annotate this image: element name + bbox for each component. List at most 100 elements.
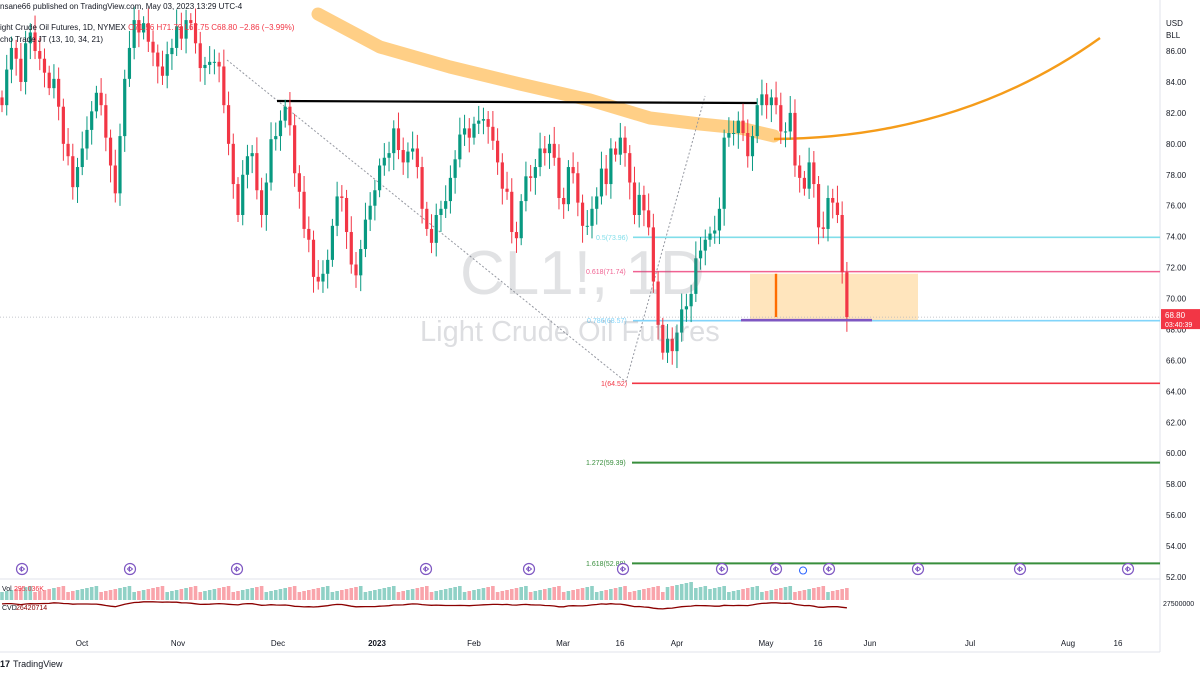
volume-bar bbox=[557, 586, 561, 600]
volume-bar bbox=[273, 590, 278, 600]
candle-body bbox=[590, 208, 594, 226]
symbol-legend[interactable]: ight Crude Oil Futures, 1D, NYMEX O71.56… bbox=[0, 23, 294, 32]
time-tick-label: Dec bbox=[271, 639, 285, 648]
volume-bar bbox=[462, 592, 467, 600]
candle-body bbox=[689, 293, 693, 307]
bar-countdown-label: 03:40:39 bbox=[1165, 322, 1192, 329]
candle-body bbox=[793, 112, 797, 166]
volume-bar bbox=[783, 587, 788, 600]
candle-body bbox=[717, 208, 722, 231]
cvd-line bbox=[1, 601, 847, 610]
volume-bar bbox=[340, 590, 344, 600]
volume-bar bbox=[774, 589, 778, 600]
price-tick-label: 74.00 bbox=[1166, 233, 1187, 242]
volume-bar bbox=[665, 587, 670, 600]
volume-bar bbox=[807, 589, 811, 600]
volume-bar bbox=[840, 589, 844, 600]
volume-bar bbox=[155, 587, 160, 600]
volume-bar bbox=[85, 588, 89, 600]
candle-body bbox=[193, 23, 198, 44]
candle-body bbox=[623, 137, 627, 154]
candle-body bbox=[647, 210, 651, 228]
volume-bar bbox=[236, 591, 240, 600]
candle-body bbox=[519, 201, 523, 239]
candle-body bbox=[571, 167, 575, 174]
candle-body bbox=[580, 202, 585, 226]
volume-bar bbox=[448, 588, 453, 600]
volume-bar bbox=[189, 587, 193, 600]
candle-body bbox=[439, 208, 443, 216]
fib-level-label: 0.786(68.57) bbox=[587, 318, 627, 325]
candle-body bbox=[330, 225, 334, 260]
event-marker-icon bbox=[715, 562, 729, 576]
event-marker-icon bbox=[419, 562, 433, 576]
candle-body bbox=[713, 230, 717, 234]
volume-bar bbox=[288, 587, 292, 600]
candle-body bbox=[831, 197, 835, 203]
tradingview-logo-icon: 17 bbox=[0, 659, 11, 669]
volume-bar bbox=[292, 586, 297, 600]
publisher-line: nsane66 published on TradingView.com, Ma… bbox=[0, 2, 243, 11]
candle-body bbox=[472, 123, 476, 138]
volume-bar bbox=[458, 586, 462, 600]
candle-body bbox=[411, 148, 415, 152]
volume-bar bbox=[566, 591, 571, 600]
volume-bar bbox=[335, 591, 339, 600]
candle-body bbox=[19, 58, 23, 82]
volume-bar bbox=[519, 587, 523, 600]
price-tick-label: 52.00 bbox=[1166, 573, 1187, 582]
volume-bar bbox=[198, 592, 203, 600]
volume-bar bbox=[382, 588, 387, 600]
candle-body bbox=[0, 97, 4, 106]
candle-body bbox=[368, 205, 372, 220]
candle-body bbox=[462, 128, 467, 135]
candle-body bbox=[198, 43, 202, 69]
volume-bar bbox=[255, 587, 259, 600]
candle-body bbox=[524, 176, 528, 202]
volume-bar bbox=[23, 587, 28, 600]
volume-bar bbox=[425, 586, 429, 600]
indicator-legend[interactable]: cho Trade JT (13, 10, 34, 21) bbox=[0, 35, 104, 44]
candle-body bbox=[94, 92, 98, 112]
candle-body bbox=[137, 20, 141, 33]
candle-body bbox=[359, 249, 363, 276]
volume-bar bbox=[283, 588, 287, 600]
candle-body bbox=[179, 26, 183, 39]
volume-bar bbox=[321, 587, 325, 600]
candle-body bbox=[774, 97, 778, 106]
tradingview-logo[interactable]: 17 TradingView bbox=[0, 659, 63, 669]
candle-body bbox=[316, 276, 320, 282]
candle-body bbox=[278, 120, 283, 137]
volume-bar bbox=[358, 586, 363, 600]
candle-body bbox=[401, 150, 405, 163]
volume-bar bbox=[429, 592, 434, 600]
volume-bar bbox=[675, 585, 679, 600]
candle-body bbox=[165, 54, 169, 76]
candle-body bbox=[675, 332, 679, 352]
volume-bar bbox=[264, 592, 269, 600]
volume-bar bbox=[717, 587, 722, 600]
watermark-name: Light Crude Oil Futures bbox=[420, 316, 720, 348]
volume-bar bbox=[37, 591, 42, 600]
candle-body bbox=[434, 215, 438, 243]
volume-bar bbox=[642, 589, 646, 600]
last-price-label: 68.80 bbox=[1165, 311, 1186, 320]
event-marker-icon bbox=[15, 562, 29, 576]
candle-body bbox=[151, 41, 155, 53]
fib-level-label: 1.618(52.88) bbox=[586, 561, 626, 568]
volume-bar bbox=[604, 590, 608, 600]
price-tick-label: 54.00 bbox=[1166, 542, 1187, 551]
candle-body bbox=[349, 232, 353, 265]
candle-body bbox=[543, 148, 547, 154]
price-axis-currency: USD bbox=[1166, 19, 1183, 28]
candle-body bbox=[533, 167, 537, 178]
candle-body bbox=[307, 228, 311, 240]
candle-body bbox=[231, 143, 235, 185]
candle-body bbox=[189, 20, 193, 24]
volume-bar bbox=[184, 588, 188, 600]
volume-bar bbox=[590, 586, 594, 600]
volume-bar bbox=[585, 587, 590, 600]
candle-body bbox=[444, 201, 448, 209]
candle-body bbox=[297, 173, 301, 192]
